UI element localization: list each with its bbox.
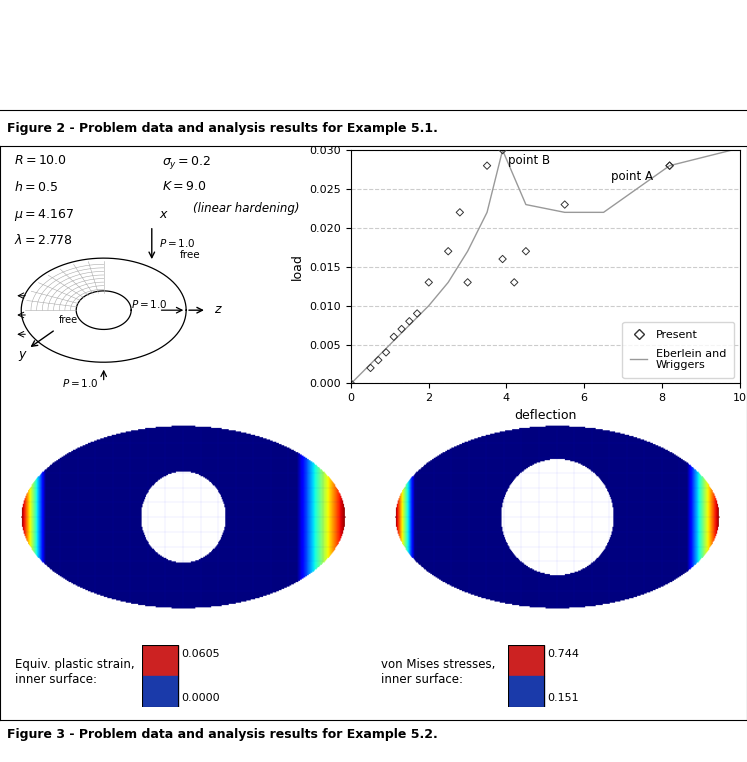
X-axis label: deflection: deflection (514, 408, 577, 421)
Point (559, 198, 571, 210)
Text: point B: point B (509, 154, 551, 167)
Text: Figure 2 - Problem data and analysis results for Example 5.1.: Figure 2 - Problem data and analysis res… (7, 122, 438, 135)
Text: free: free (59, 315, 78, 325)
Point (365, 362, 376, 374)
Point (372, 354, 384, 367)
Legend: Present, Eberlein and
Wriggers: Present, Eberlein and Wriggers (622, 322, 734, 378)
Point (663, 159, 675, 171)
Bar (142, 645, 178, 707)
Text: $z$: $z$ (214, 303, 223, 315)
Point (345, 377, 357, 389)
Point (403, 315, 415, 328)
Text: free: free (179, 250, 200, 260)
Point (462, 277, 474, 289)
Point (454, 207, 466, 219)
Point (481, 159, 493, 171)
Text: von Mises stresses,
inner surface:: von Mises stresses, inner surface: (381, 658, 495, 686)
Point (497, 253, 509, 265)
Text: $\lambda = 2.778$: $\lambda = 2.778$ (14, 233, 73, 247)
Text: (linear hardening): (linear hardening) (193, 202, 300, 215)
Y-axis label: load: load (291, 253, 304, 280)
Text: $h = 0.5$: $h = 0.5$ (14, 180, 58, 194)
Point (423, 277, 435, 289)
Bar (142, 645, 178, 676)
Point (411, 307, 423, 319)
Text: $\mu = 4.167$: $\mu = 4.167$ (14, 207, 75, 223)
Point (520, 245, 532, 258)
Point (497, 144, 509, 156)
Bar (508, 645, 544, 676)
Text: 0.151: 0.151 (547, 693, 578, 703)
Text: $\sigma_y = 0.2$: $\sigma_y = 0.2$ (162, 153, 211, 171)
Point (388, 331, 400, 343)
Point (508, 277, 520, 289)
Point (663, 159, 675, 171)
Text: $K = 9.0$: $K = 9.0$ (162, 180, 207, 193)
Text: $P = 1.0$: $P = 1.0$ (158, 237, 196, 248)
Text: 0.744: 0.744 (547, 649, 579, 659)
Point (380, 346, 392, 358)
Text: $R = 10.0$: $R = 10.0$ (14, 153, 67, 167)
Text: 0.0605: 0.0605 (181, 649, 220, 659)
Text: $P = 1.0$: $P = 1.0$ (131, 298, 168, 310)
Text: Equiv. plastic strain,
inner surface:: Equiv. plastic strain, inner surface: (15, 658, 134, 686)
Text: $x$: $x$ (158, 208, 169, 221)
Text: $y$: $y$ (18, 349, 28, 363)
Text: $P = 1.0$: $P = 1.0$ (63, 377, 99, 389)
Bar (142, 676, 178, 707)
Bar (508, 676, 544, 707)
Bar (508, 645, 544, 707)
Text: point A: point A (611, 170, 654, 183)
Point (396, 323, 408, 335)
Text: 0.0000: 0.0000 (181, 693, 220, 703)
Point (442, 245, 454, 258)
Text: Figure 3 - Problem data and analysis results for Example 5.2.: Figure 3 - Problem data and analysis res… (7, 728, 438, 741)
